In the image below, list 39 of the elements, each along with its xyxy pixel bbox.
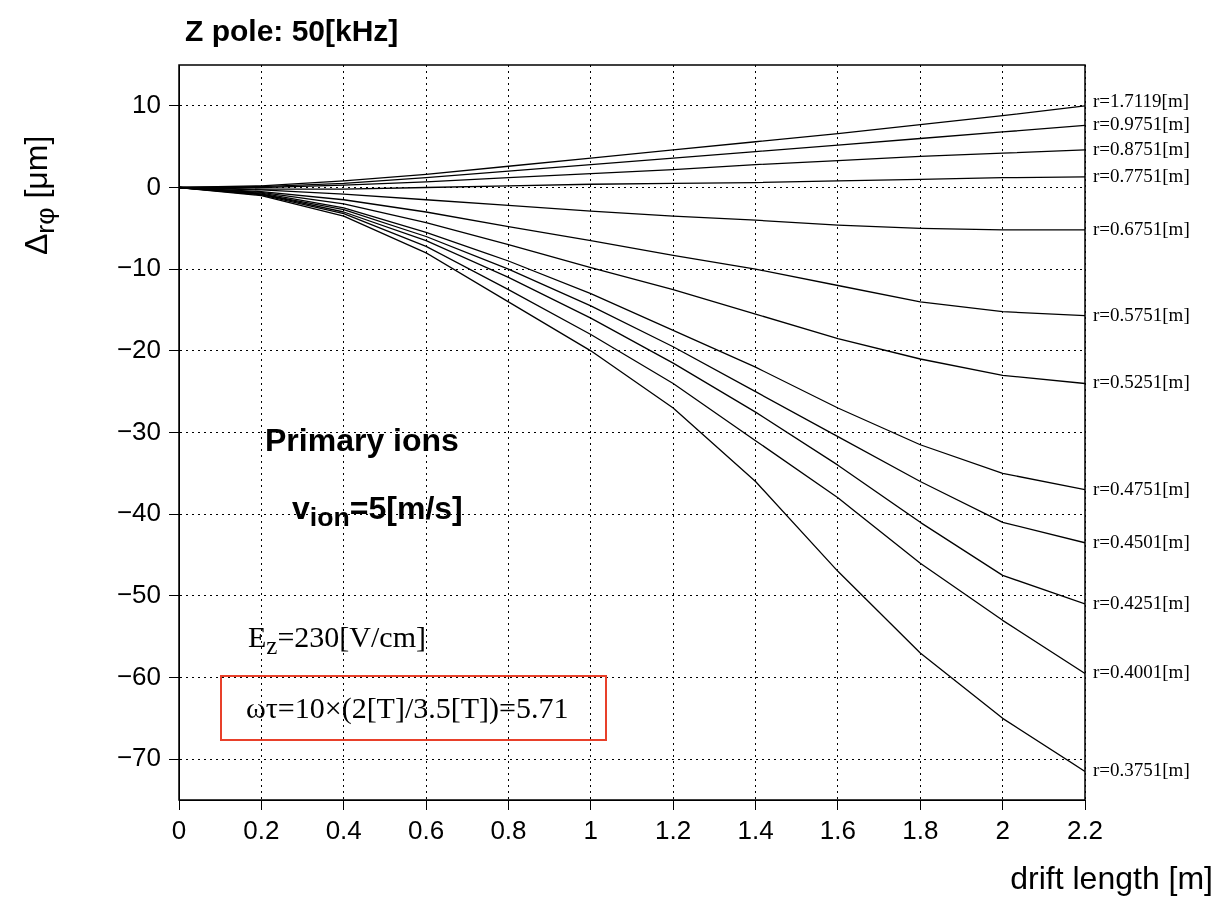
x-tick-label: 2: [995, 814, 1010, 845]
y-tick-label: −60: [116, 660, 161, 691]
annotation: Primary ions: [265, 422, 459, 459]
x-tick-label: 1.2: [655, 814, 692, 845]
series-label: r=0.7751[m]: [1093, 164, 1190, 186]
x-tick-label: 1.8: [902, 814, 939, 845]
x-tick-label: 2.2: [1066, 814, 1104, 845]
x-tick-label: 1: [583, 814, 599, 845]
x-axis-title: drift length [m]: [1010, 860, 1213, 897]
series-label: r=0.6751[m]: [1093, 217, 1190, 239]
y-tick-label: −30: [116, 415, 161, 446]
y-tick-label: −20: [116, 334, 161, 365]
series-label: r=0.4251[m]: [1093, 591, 1190, 613]
series-label: r=0.9751[m]: [1093, 113, 1190, 135]
annotation: E$_{z}$=230[V/cm]: [248, 620, 426, 660]
series-label: r=0.5751[m]: [1093, 303, 1190, 325]
series-label: r=0.4751[m]: [1093, 477, 1190, 499]
x-tick-label: 0: [171, 814, 187, 845]
x-tick-label: 1.4: [737, 814, 774, 845]
x-tick-label: 0.4: [325, 814, 362, 845]
x-tick-label: 0.2: [243, 814, 280, 845]
x-tick-label: 0.6: [408, 814, 445, 845]
y-tick-label: −70: [116, 742, 161, 773]
x-tick-label: 1.6: [819, 814, 856, 845]
y-tick-label: −10: [116, 252, 161, 283]
series-label: r=0.8751[m]: [1093, 137, 1190, 159]
series-label: r=0.3751[m]: [1093, 759, 1190, 781]
y-tick-label: 0: [146, 170, 161, 201]
annotation: ωτ=10×(2[T]/3.5[T])=5.71: [220, 675, 607, 741]
annotation: v$_{ion}$=5[m/s]: [292, 490, 463, 534]
x-tick-label: 0.8: [490, 814, 527, 845]
y-tick-label: −50: [116, 579, 161, 610]
chart-title: Z pole: 50[kHz]: [185, 14, 399, 48]
y-tick-label: 10: [132, 89, 161, 120]
y-tick-label: −40: [116, 497, 161, 528]
series-label: r=0.4501[m]: [1093, 530, 1190, 552]
series-label: r=0.5251[m]: [1093, 371, 1190, 393]
series-label: r=0.4001[m]: [1093, 661, 1190, 683]
series-label: r=1.7119[m]: [1093, 90, 1190, 112]
